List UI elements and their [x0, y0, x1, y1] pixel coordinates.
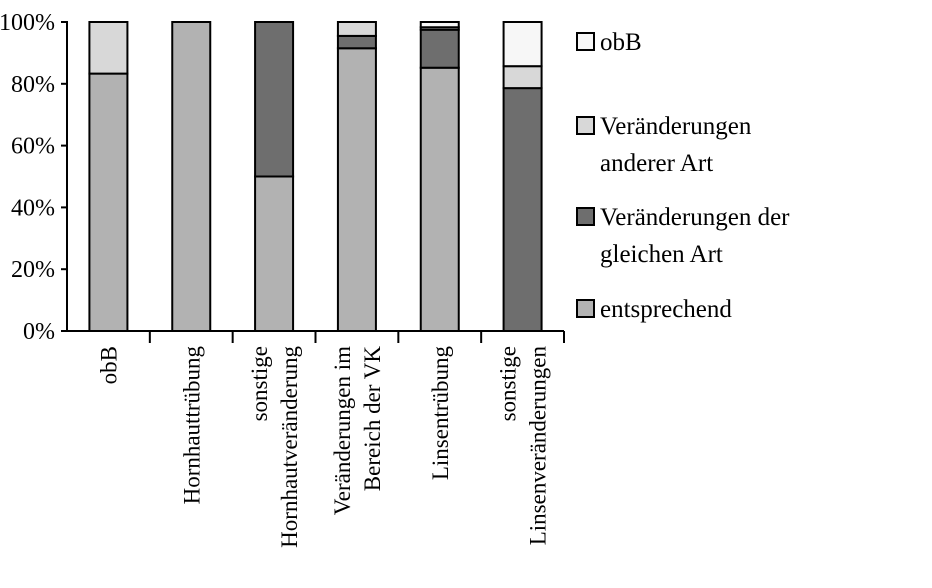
x-tick-label: Hornhauttrübung	[179, 346, 204, 505]
y-tick-label: 60%	[11, 134, 55, 160]
y-tick-label: 0%	[23, 319, 55, 345]
x-tick-label-line: sonstige	[496, 346, 521, 421]
x-tick-label: sonstige Linsenveränderungen	[496, 346, 551, 546]
legend-item: obB	[576, 29, 642, 56]
bar-segment	[254, 175, 295, 332]
x-tick-label-line: obB	[96, 346, 121, 384]
bar-segment	[254, 21, 295, 178]
legend-label: Veränderungen	[600, 113, 752, 140]
x-tick-label-line: Veränderungen im	[330, 346, 355, 515]
bar-segment	[88, 72, 129, 332]
bar-segment	[171, 21, 212, 332]
x-tick-label: Veränderungen im Bereich der VK	[330, 346, 385, 516]
x-tick-label-line: Linsentrübung	[428, 346, 453, 481]
legend-item: entsprechend	[576, 296, 732, 323]
legend-swatch	[576, 116, 595, 135]
x-tick-label-line: Hornhautveränderung	[277, 346, 302, 548]
x-tick-label-line: Hornhauttrübung	[179, 346, 204, 505]
legend-item: Veränderungen der gleichen Art	[576, 204, 790, 268]
bars-layer	[88, 21, 543, 333]
bar-segment	[419, 28, 460, 69]
legend-swatch	[576, 32, 595, 51]
legend-label: gleichen Art	[600, 241, 723, 268]
x-tick-label: obB	[96, 346, 121, 384]
axes-layer	[61, 21, 565, 343]
y-tick-label: 20%	[11, 257, 55, 283]
y-tick-label: 40%	[11, 195, 55, 221]
bar-segment	[88, 21, 129, 75]
legend-label: obB	[600, 29, 642, 56]
legend-item: Veränderungen anderer Art	[576, 113, 752, 177]
bar-segment	[419, 66, 460, 333]
bar-segment	[336, 34, 377, 50]
x-tick-label: Linsentrübung	[428, 346, 453, 481]
x-tick-labels: obB Hornhauttrübung sonstige Hornhautveränd…	[96, 346, 550, 548]
legend-label: anderer Art	[600, 150, 713, 177]
bar-segment	[502, 65, 543, 90]
y-tick-label: 100%	[0, 10, 55, 36]
y-tick-labels: 0% 20% 40% 60% 80% 100%	[0, 10, 55, 345]
y-tick-label: 80%	[11, 72, 55, 98]
legend-label: entsprechend	[600, 296, 732, 323]
bar-segment	[419, 21, 460, 29]
x-tick-label-line: Linsenveränderungen	[526, 346, 551, 546]
bar-segment	[336, 47, 377, 332]
bar-segment	[502, 21, 543, 68]
bar-segment	[502, 87, 543, 332]
bar-segment	[336, 21, 377, 37]
legend-swatch	[576, 299, 595, 318]
legend-label: Veränderungen der	[600, 204, 790, 231]
x-tick-label: sonstige Hornhautveränderung	[247, 346, 302, 548]
x-tick-label-line: sonstige	[247, 346, 272, 421]
legend-swatch	[576, 207, 595, 226]
x-tick-label-line: Bereich der VK	[360, 346, 385, 492]
